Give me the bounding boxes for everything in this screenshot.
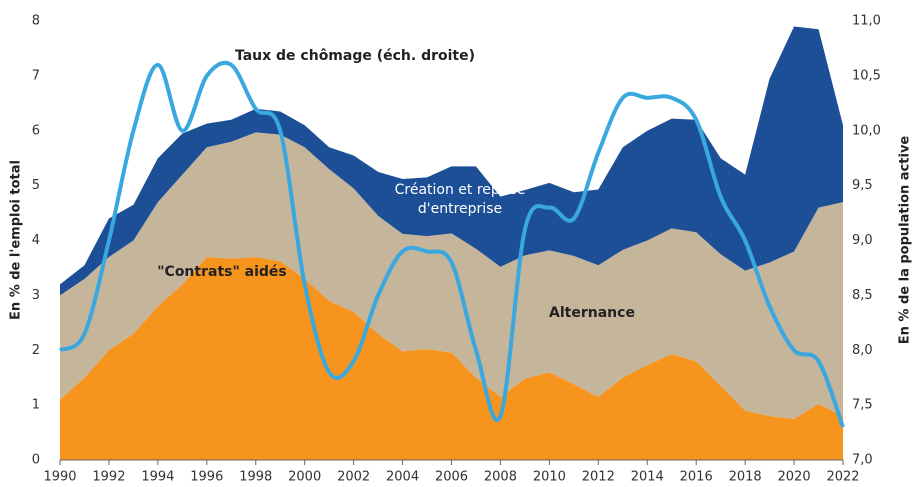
x-tick-label: 2022 bbox=[826, 470, 859, 485]
y-tick-label: 7 bbox=[32, 68, 40, 83]
y-tick-label: 6 bbox=[32, 123, 40, 138]
y-axis-label: En % de l'emploi total bbox=[9, 160, 24, 320]
y2-tick-label: 7,0 bbox=[852, 453, 873, 468]
x-tick-label: 2016 bbox=[680, 470, 713, 485]
series-label: Taux de chômage (éch. droite) bbox=[235, 48, 475, 64]
area bbox=[60, 256, 843, 460]
x-tick-label: 2008 bbox=[484, 470, 517, 485]
series-label-text: Création et reprise d'entreprise bbox=[394, 182, 526, 217]
y2-axis-label: En % de la population active bbox=[898, 136, 912, 345]
y-tick-label: 2 bbox=[32, 343, 40, 358]
series-label: "Contrats" aidés bbox=[157, 264, 287, 280]
series-label: Création et reprise d'entreprise bbox=[394, 182, 526, 217]
y-tick-label: 4 bbox=[32, 233, 40, 248]
x-tick-label: 2000 bbox=[288, 470, 321, 485]
y2-tick-label: 8,0 bbox=[852, 343, 873, 358]
y2-tick-label: 7,5 bbox=[852, 398, 873, 413]
x-tick-label: 1994 bbox=[141, 470, 174, 485]
x-tick-label: 2020 bbox=[778, 470, 811, 485]
x-tick-label: 2014 bbox=[631, 470, 664, 485]
x-tick-label: 1992 bbox=[92, 470, 125, 485]
x-tick-label: 1998 bbox=[239, 470, 272, 485]
y-tick-label: 8 bbox=[32, 14, 40, 29]
area bbox=[60, 132, 843, 419]
y2-tick-label: 9,0 bbox=[852, 233, 873, 248]
line bbox=[58, 60, 845, 428]
y-tick-label: 3 bbox=[32, 288, 40, 303]
x-tick-label: 1996 bbox=[190, 470, 223, 485]
x-tick-label: 2010 bbox=[533, 470, 566, 485]
y2-tick-label: 11,0 bbox=[852, 14, 881, 29]
y2-tick-label: 10,5 bbox=[852, 68, 881, 83]
x-tick-label: 2006 bbox=[435, 470, 468, 485]
y-tick-label: 1 bbox=[32, 398, 40, 413]
x-tick-label: 2018 bbox=[729, 470, 762, 485]
areas bbox=[60, 26, 843, 460]
y2-tick-label: 9,5 bbox=[852, 178, 873, 193]
y-tick-label: 0 bbox=[32, 453, 40, 468]
series-label: Alternance bbox=[549, 305, 635, 321]
x-tick-label: 2012 bbox=[582, 470, 615, 485]
y2-tick-label: 10,0 bbox=[852, 123, 881, 138]
x-tick-label: 1990 bbox=[43, 470, 76, 485]
y-tick-label: 5 bbox=[32, 178, 40, 193]
y2-tick-label: 8,5 bbox=[852, 288, 873, 303]
area bbox=[60, 26, 843, 296]
x-tick-label: 2002 bbox=[337, 470, 370, 485]
x-tick-label: 2004 bbox=[386, 470, 419, 485]
